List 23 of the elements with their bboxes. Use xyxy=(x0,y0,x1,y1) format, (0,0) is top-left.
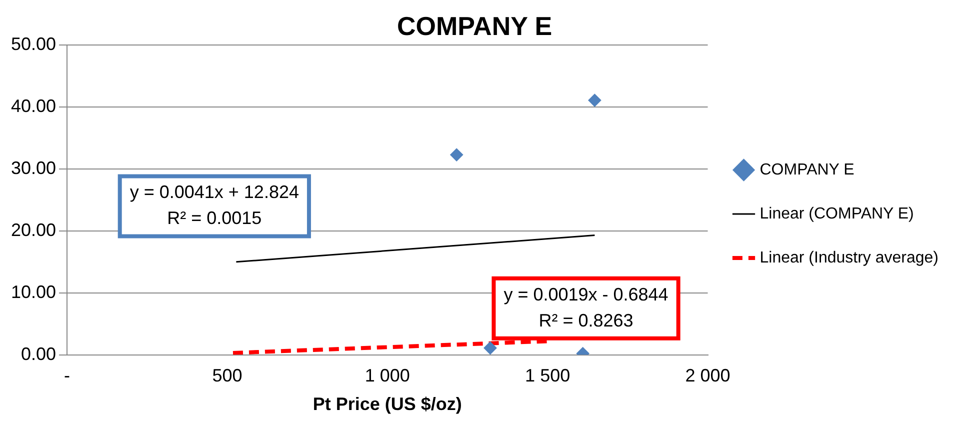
chart-title: COMPANY E xyxy=(396,10,552,41)
x-tick-label: 1 500 xyxy=(525,366,570,386)
annotation: R² = 0.0015 xyxy=(167,208,262,228)
annotation: y = 0.0019x - 0.6844 xyxy=(504,284,668,304)
annotation: R² = 0.8263 xyxy=(538,310,634,330)
x-tick-label: 1 000 xyxy=(364,366,410,386)
x-tick-label: 2 000 xyxy=(685,366,730,386)
x-tick-label: - xyxy=(64,366,70,386)
point xyxy=(450,148,464,162)
point xyxy=(588,94,602,107)
y-tick-label: 0.00 xyxy=(20,344,56,364)
legend-label: Linear (Industry average) xyxy=(760,249,939,266)
y-tick-label: 50.00 xyxy=(10,34,56,54)
y-tick-label: 10.00 xyxy=(10,282,56,302)
legend-label: COMPANY E xyxy=(760,161,854,178)
y-tick-label: 20.00 xyxy=(10,220,56,240)
legend-label: Linear (COMPANY E) xyxy=(760,205,914,222)
x-tick-label: 500 xyxy=(212,366,242,386)
y-tick-label: 30.00 xyxy=(10,158,56,178)
point xyxy=(484,341,497,354)
annotation: y = 0.0041x + 12.824 xyxy=(130,182,299,202)
x-axis-title: Pt Price (US $/oz) xyxy=(312,394,462,414)
y-tick-label: 40.00 xyxy=(10,96,56,116)
